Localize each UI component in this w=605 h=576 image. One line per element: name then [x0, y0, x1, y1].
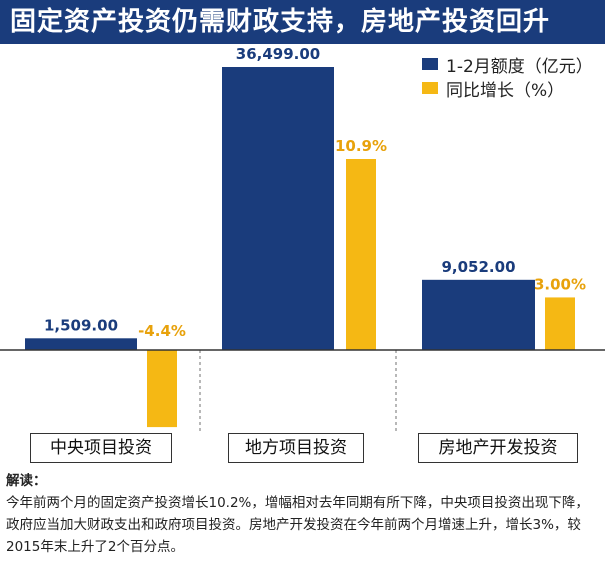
- legend: 1-2月额度（亿元） 同比增长（%）: [422, 52, 593, 101]
- amount-bar-1: [222, 67, 334, 350]
- category-label-central: 中央项目投资: [30, 433, 172, 463]
- legend-label-amount: 1-2月额度（亿元）: [446, 56, 593, 77]
- chart-title: 固定资产投资仍需财政支持，房地产投资回升: [0, 0, 605, 44]
- growth-label-1: 10.9%: [335, 137, 387, 155]
- amount-label-1: 36,499.00: [236, 45, 320, 63]
- growth-bar-1: [346, 159, 376, 350]
- amount-label-0: 1,509.00: [44, 316, 118, 334]
- amount-bar-0: [25, 338, 137, 350]
- bar-chart: 1,509.00 -4.4% 36,499.00 10.9% 9,052.00 3.00%: [0, 45, 605, 434]
- growth-label-0: -4.4%: [138, 322, 186, 340]
- interpretation-note: 解读： 今年前两个月的固定资产投资增长10.2%，增幅相对去年同期有所下降，中央…: [6, 470, 602, 558]
- amount-bar-2: [422, 279, 535, 350]
- growth-bar-0: [147, 350, 177, 428]
- note-text: 今年前两个月的固定资产投资增长10.2%，增幅相对去年同期有所下降，中央项目投资…: [6, 495, 589, 555]
- category-label-local: 地方项目投资: [228, 433, 364, 463]
- category-label-real-estate: 房地产开发投资: [418, 433, 578, 463]
- legend-swatch-amount: [422, 58, 438, 70]
- legend-item-amount: 1-2月额度（亿元）: [422, 52, 593, 77]
- amount-label-2: 9,052.00: [441, 258, 515, 276]
- note-heading: 解读：: [6, 473, 47, 489]
- growth-label-2: 3.00%: [534, 275, 586, 293]
- legend-swatch-growth: [422, 82, 438, 94]
- legend-item-growth: 同比增长（%）: [422, 76, 593, 101]
- growth-bar-2: [545, 297, 575, 350]
- legend-label-growth: 同比增长（%）: [446, 80, 565, 101]
